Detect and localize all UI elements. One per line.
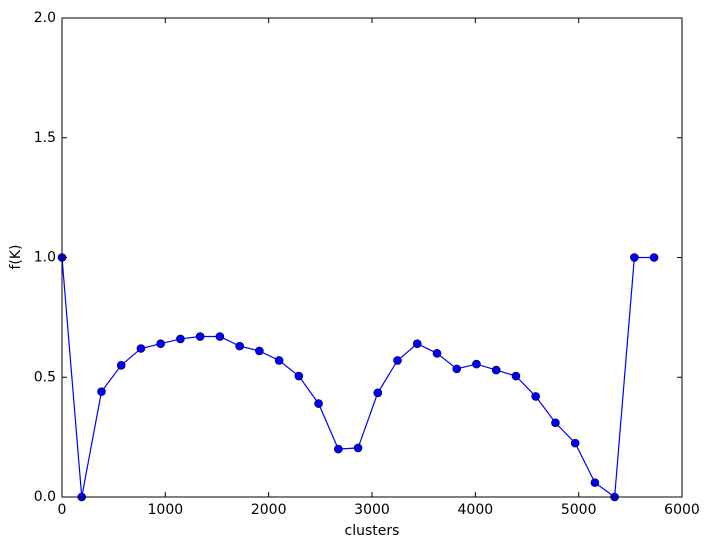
x-tick-label: 3000 [354,502,390,518]
x-tick-label: 5000 [561,502,597,518]
y-tick-label: 1.0 [34,250,56,266]
data-point [373,388,383,398]
data-point [590,478,600,487]
data-point [274,356,284,365]
data-point [255,346,264,356]
data-point [630,253,639,262]
data-point [97,387,106,396]
x-tick-label: 2000 [251,502,287,518]
data-point [136,344,146,353]
data-point [472,359,481,369]
data-point [353,443,363,453]
data-point [176,334,185,344]
data-point [649,253,659,262]
data-point [412,339,422,349]
y-tick-label: 2.0 [34,10,56,26]
x-tick-label: 1000 [148,502,184,518]
plot-frame [61,17,683,498]
x-tick-label: 6000 [664,502,700,518]
x-tick-label: 4000 [458,502,494,518]
data-point [116,360,126,370]
data-point [215,332,225,341]
data-point [551,418,560,428]
data-point [235,341,244,351]
data-point [570,438,580,448]
data-point [432,348,442,358]
data-point [314,399,323,408]
data-point [491,365,501,375]
data-point [195,332,205,341]
y-tick-label: 0.5 [34,369,56,385]
y-axis-label: f(K) [8,244,24,269]
data-point [531,392,540,401]
data-point [294,371,304,381]
x-tick-label: 0 [58,502,67,518]
data-point [452,364,462,374]
data-point [156,339,165,349]
data-point [393,356,402,365]
y-tick-label: 0.0 [34,489,56,505]
x-axis-label: clusters [345,523,400,539]
data-point [511,371,521,381]
data-point [334,444,343,454]
y-tick-label: 1.5 [34,130,56,146]
